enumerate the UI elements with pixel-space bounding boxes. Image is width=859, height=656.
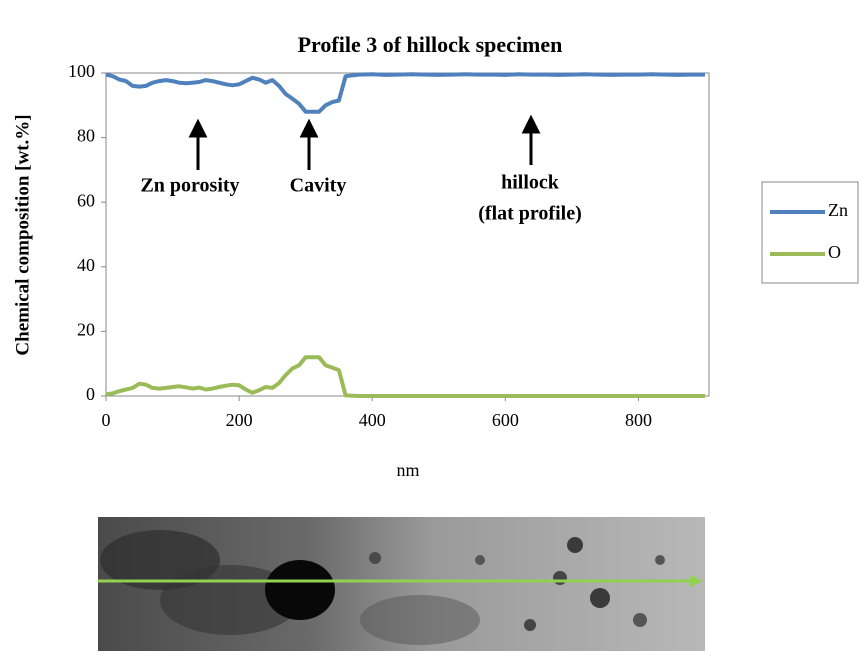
x-tick-label: 800 — [625, 410, 652, 430]
sem-image — [98, 517, 705, 651]
x-tick-label: 200 — [226, 410, 253, 430]
x-tick-label: 400 — [359, 410, 386, 430]
y-axis-label: Chemical composition [wt.%] — [12, 114, 33, 355]
annotation: hillock — [501, 172, 560, 194]
y-tick-label: 80 — [77, 126, 95, 146]
annotation: Zn porosity — [140, 175, 239, 197]
y-tick-label: 60 — [77, 190, 95, 210]
x-tick-label: 0 — [102, 410, 111, 430]
y-tick-label: 100 — [68, 61, 95, 81]
y-tick-label: 20 — [77, 320, 95, 340]
chart-title: Profile 3 of hillock specimen — [298, 32, 563, 57]
legend-label: Zn — [828, 200, 848, 220]
annotation: (flat profile) — [478, 203, 582, 225]
y-tick-label: 0 — [86, 384, 95, 404]
plot-frame — [105, 72, 710, 397]
y-tick-label: 40 — [77, 255, 95, 275]
legend-label: O — [828, 242, 841, 262]
arrows — [188, 114, 541, 170]
x-axis-label: nm — [396, 460, 419, 480]
series-line — [105, 355, 705, 398]
annotation: Cavity — [290, 175, 347, 197]
series-line — [105, 72, 705, 114]
x-tick-label: 600 — [492, 410, 519, 430]
legend-box — [761, 181, 859, 284]
